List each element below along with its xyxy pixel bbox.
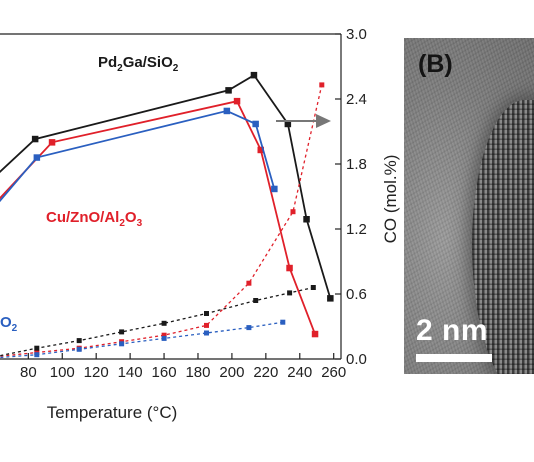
series-5-point-2: [76, 346, 82, 352]
series-0-point-2: [225, 87, 232, 94]
y2-tick-label-1.8: 1.8: [346, 156, 367, 173]
series-4-point-6: [253, 298, 259, 303]
series-4-point-5: [204, 311, 209, 316]
series-layer: [0, 71, 334, 359]
series-4-dotted: [0, 285, 316, 357]
x-tick-label-260: 260: [321, 364, 346, 381]
series-5-dotted: [0, 319, 286, 359]
x-axis-title: Temperature (°C): [47, 403, 178, 422]
x-tick-label-120: 120: [84, 364, 109, 381]
series-label-cu-zno-al2o3: Cu/ZnO/Al2O3: [46, 209, 143, 229]
series-1-line: [0, 100, 316, 335]
x-tick-label-140: 140: [118, 364, 143, 381]
series-5-point-1: [34, 352, 40, 358]
series-2-point-2: [223, 107, 231, 115]
x-tick-label-160: 160: [152, 364, 177, 381]
series-3-line: [0, 84, 323, 357]
series-3-point-6: [246, 280, 252, 286]
series-0-point-1: [31, 135, 39, 143]
series-5-point-6: [246, 325, 252, 331]
scale-bar: [416, 354, 492, 362]
series-1-point-2: [233, 97, 241, 105]
x-tick-label-80: 80: [20, 364, 37, 381]
series-3-point-8: [319, 82, 325, 88]
y2-tick-label-0.6: 0.6: [346, 286, 367, 303]
x-tick-label-200: 200: [219, 364, 244, 381]
axis-arrow-head: [316, 114, 331, 128]
series-5-point-4: [161, 335, 167, 341]
series-label-partial-blue: O2: [0, 314, 18, 334]
y2-tick-label-3.0: 3.0: [346, 26, 367, 43]
series-2-point-3: [252, 120, 259, 128]
series-1-point-5: [311, 330, 319, 338]
series-1-point-4: [286, 264, 293, 272]
series-0-line: [0, 73, 332, 299]
series-1-point-3: [257, 146, 264, 154]
right-y-axis-title: CO (mol.%): [381, 155, 400, 244]
series-2-point-4: [271, 185, 278, 193]
series-4-point-1: [34, 345, 40, 351]
series-1-solid: [0, 97, 319, 338]
series-4-point-7: [287, 290, 293, 296]
series-3-point-5: [204, 322, 209, 328]
series-5-point-7: [280, 319, 286, 325]
series-4-point-8: [310, 285, 316, 290]
series-2-point-1: [33, 154, 41, 161]
y2-tick-label-0.0: 0.0: [346, 351, 367, 368]
y2-tick-label-2.4: 2.4: [346, 91, 367, 108]
series-3-point-4: [161, 332, 167, 338]
series-0-solid: [0, 71, 334, 302]
x-tick-label-180: 180: [185, 364, 210, 381]
series-1-point-1: [48, 139, 56, 146]
series-4-point-3: [119, 329, 125, 335]
series-4-line: [0, 286, 314, 357]
series-4-point-2: [76, 338, 82, 344]
series-2-solid: [0, 107, 278, 203]
series-0-point-6: [327, 295, 334, 302]
panel-label: (B): [418, 50, 453, 78]
series-0-point-3: [250, 71, 258, 79]
series-2-line: [0, 109, 276, 203]
scale-bar-label: 2 nm: [416, 314, 489, 347]
x-tick-label-100: 100: [50, 364, 75, 381]
y2-tick-label-1.2: 1.2: [346, 221, 367, 238]
tem-image-panel: (B) 2 nm: [404, 38, 534, 374]
series-5-point-3: [119, 341, 125, 347]
series-3-point-7: [290, 209, 296, 215]
series-5-line: [0, 321, 283, 359]
series-0-point-4: [284, 120, 292, 128]
series-5-point-5: [204, 330, 209, 336]
x-tick-label-220: 220: [253, 364, 278, 381]
x-tick-label-240: 240: [287, 364, 312, 381]
series-4-point-4: [161, 320, 167, 326]
series-label-pd2ga-sio2: Pd2Ga/SiO2: [98, 54, 179, 74]
series-0-point-5: [303, 216, 310, 223]
axis-ticks: [27, 33, 341, 360]
